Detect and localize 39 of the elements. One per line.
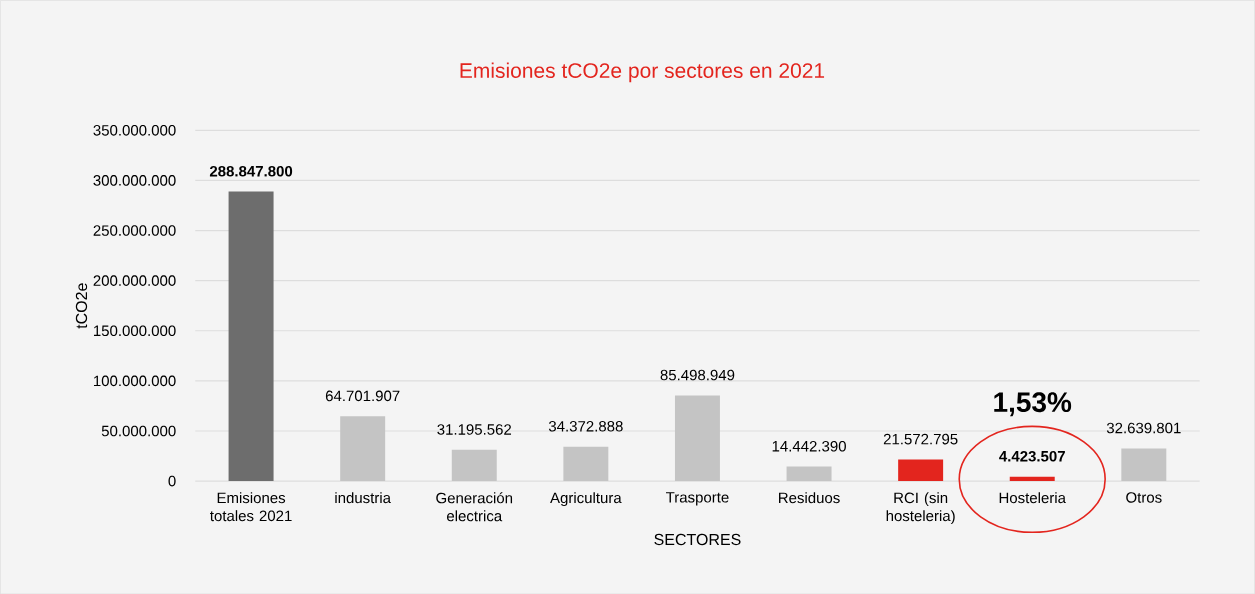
y-tick-label: 150.000.000 (93, 325, 176, 336)
bar (786, 466, 832, 481)
x-tick-label: RCI (sin hosteleria) (886, 491, 955, 524)
bar (451, 449, 497, 481)
y-tick-label: 350.000.000 (93, 124, 176, 136)
y-tick-label: 200.000.000 (93, 275, 176, 286)
y-tick-label: 0 (168, 475, 176, 487)
data-label: 31.195.562 (437, 423, 512, 435)
data-label: 85.498.949 (660, 369, 735, 381)
bar (563, 446, 609, 481)
x-tick-label: Emisiones totales 2021 (210, 491, 292, 521)
bar (340, 416, 386, 481)
x-tick-label: industria (335, 491, 391, 503)
y-tick-label: 300.000.000 (93, 174, 176, 186)
x-tick-label: Agricultura (550, 491, 622, 506)
x-tick-label: Otros (1126, 491, 1162, 503)
y-tick-label: 50.000.000 (101, 425, 176, 437)
x-tick-label: Trasporte (666, 491, 729, 506)
bar (1009, 476, 1055, 481)
annotation: 1,53% (994, 392, 1072, 416)
data-label: 32.639.801 (1106, 422, 1181, 434)
y-axis-title: tCO2e (75, 283, 88, 329)
bar (674, 395, 720, 481)
x-tick-label: Residuos (779, 491, 840, 503)
bar (1121, 448, 1167, 481)
bar (228, 191, 274, 481)
data-label: 34.372.888 (548, 420, 623, 432)
bar (898, 459, 944, 481)
y-tick-label: 100.000.000 (93, 375, 176, 386)
chart-title: Emisiones tCO2e por sectores en 2021 (460, 62, 825, 82)
data-label: 64.701.907 (325, 390, 400, 401)
y-tick-label: 250.000.000 (93, 225, 176, 236)
x-axis-title: SECTORES (654, 533, 741, 545)
data-label: 21.572.795 (883, 433, 958, 445)
data-label: 14.442.390 (772, 440, 846, 452)
data-label: 288.847.800 (209, 165, 293, 177)
x-tick-label: Generación electrica (436, 491, 513, 522)
data-label: 4.423.507 (999, 450, 1065, 462)
x-tick-label: Hosteleria (999, 491, 1066, 503)
